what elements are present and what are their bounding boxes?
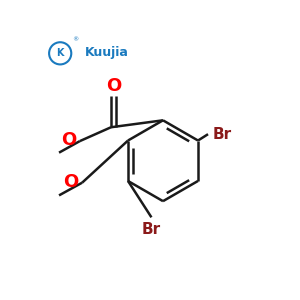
Text: K: K (56, 48, 64, 58)
Text: ®: ® (72, 37, 79, 42)
Text: Br: Br (142, 222, 161, 237)
Text: O: O (106, 77, 121, 95)
Text: Kuujia: Kuujia (85, 46, 129, 59)
Text: O: O (61, 131, 76, 149)
Text: O: O (63, 172, 79, 190)
Text: Br: Br (213, 127, 232, 142)
